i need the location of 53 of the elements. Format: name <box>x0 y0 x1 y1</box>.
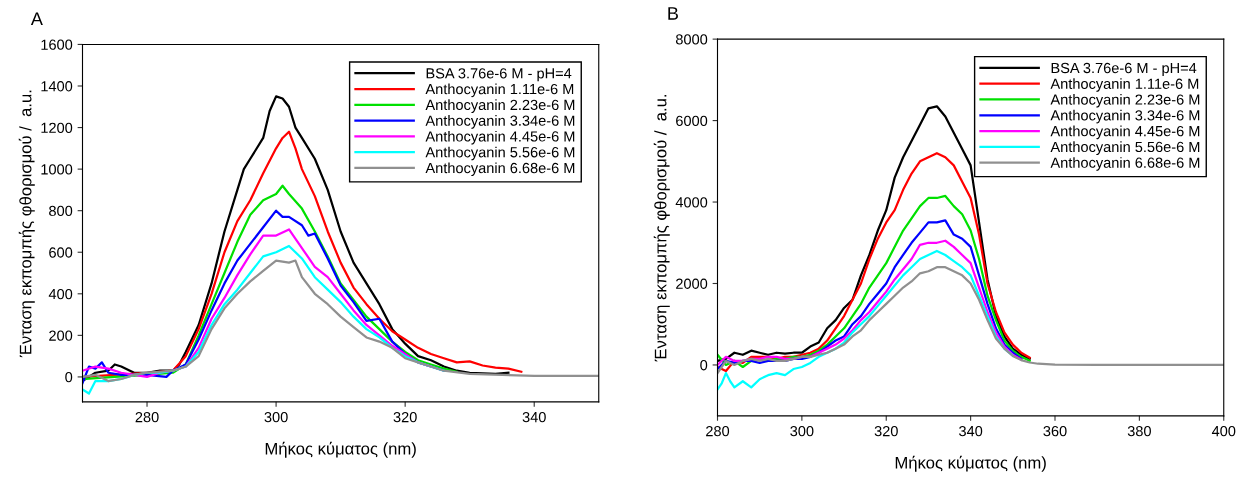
x-tick-label: 280 <box>135 411 159 423</box>
line-series <box>717 239 1023 367</box>
x-tick-label: 320 <box>874 425 898 437</box>
y-tick-label: 1400 <box>41 81 73 92</box>
legend-label: Anthocyanin 5.56e-6 M <box>425 146 575 161</box>
y-axis-title: Ένταση εκπομπής φθορισμού / a.u. <box>18 90 35 358</box>
line-series <box>82 259 599 383</box>
x-tick-label: 360 <box>1043 425 1067 437</box>
y-tick-label: 1000 <box>41 164 73 175</box>
y-tick-label: 1200 <box>41 122 73 133</box>
chart-title: A <box>30 12 43 25</box>
chart-title: B <box>668 7 678 20</box>
legend-label: Anthocyanin 1.11e-6 M <box>425 83 574 98</box>
x-tick-label: 280 <box>706 425 730 437</box>
legend-label: Anthocyanin 5.56e-6 M <box>1050 141 1200 155</box>
legend-label: Anthocyanin 4.45e-6 M <box>425 130 575 145</box>
y-tick-label: 1600 <box>41 39 73 50</box>
y-tick-label: 200 <box>49 330 73 341</box>
x-tick-label: 300 <box>264 411 288 423</box>
line-series <box>717 152 1031 373</box>
line-series <box>717 266 1224 375</box>
y-tick-label: 800 <box>49 205 73 217</box>
x-tick-label: 340 <box>959 425 983 437</box>
y-tick-label: 0 <box>700 360 708 371</box>
y-tick-label: 6000 <box>676 115 708 127</box>
line-series <box>717 194 1031 369</box>
legend-label: BSA 3.76e-6 M - pH=4 <box>1051 62 1197 77</box>
x-axis-title: Μήκος κύματος (nm) <box>265 441 416 458</box>
x-tick-label: 380 <box>1127 425 1151 437</box>
line-series <box>717 219 1023 371</box>
y-tick-label: 400 <box>48 288 73 300</box>
y-tick-label: 600 <box>49 247 73 258</box>
x-tick-label: 300 <box>790 425 814 437</box>
x-tick-label: 320 <box>393 411 417 423</box>
legend-label: BSA 3.76e-6 M - pH=4 <box>426 68 572 82</box>
x-axis-title: Μήκος κύματος (nm) <box>895 455 1046 472</box>
legend-label: Anthocyanin 6.68e-6 M <box>1050 157 1200 171</box>
x-tick-label: 400 <box>1211 425 1236 437</box>
line-series <box>717 249 1014 391</box>
legend-label: Anthocyanin 2.23e-6 M <box>1050 94 1200 108</box>
y-tick-label: 0 <box>65 372 73 383</box>
line-series <box>82 184 458 381</box>
y-tick-label: 2000 <box>676 278 708 289</box>
legend-label: Anthocyanin 1.11e-6 M <box>1050 78 1199 92</box>
y-axis-title: Ένταση εκπομπής φθορισμού / a.u. <box>653 94 670 362</box>
y-tick-label: 4000 <box>675 197 708 208</box>
legend-label: Anthocyanin 2.23e-6 M <box>425 99 575 113</box>
legend-label: Anthocyanin 4.45e-6 M <box>1050 125 1200 140</box>
legend-label: Anthocyanin 6.68e-6 M <box>425 162 575 177</box>
legend-label: Anthocyanin 3.34e-6 M <box>1050 109 1200 124</box>
x-tick-label: 340 <box>522 411 546 423</box>
y-tick-label: 8000 <box>675 34 708 45</box>
legend-label: Anthocyanin 3.34e-6 M <box>425 115 575 129</box>
